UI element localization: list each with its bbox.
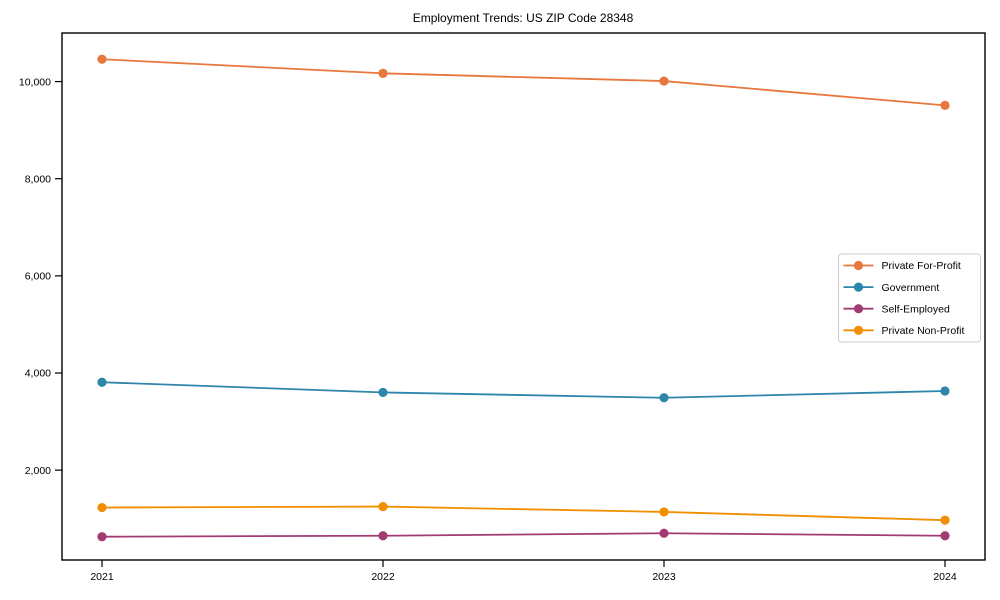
series-private-non-profit: [97, 501, 950, 525]
series-government: [97, 377, 950, 403]
data-point-private-non-profit: [659, 507, 669, 517]
series-self-employed: [97, 528, 950, 542]
y-tick-label: 2,000: [25, 465, 51, 477]
legend-label: Private For-Profit: [882, 260, 961, 272]
data-point-self-employed: [659, 528, 669, 538]
legend: Private For-Profit Government Self-Employe…: [838, 253, 981, 343]
series-line-private-for-profit: [101, 58, 946, 107]
legend-label: Private Non-Profit: [882, 325, 965, 337]
data-point-government: [378, 387, 388, 398]
legend-marker: [853, 325, 864, 335]
data-point-private-for-profit: [378, 68, 388, 78]
data-point-private-for-profit: [940, 100, 950, 110]
data-point-government: [659, 393, 669, 403]
legend-marker: [853, 260, 864, 271]
legend-entry-government: Government: [843, 282, 940, 294]
legend-label: Government: [882, 282, 940, 294]
series-private-for-profit: [97, 54, 950, 110]
data-point-private-non-profit: [97, 502, 107, 513]
legend-box: [838, 253, 981, 343]
y-tick-label: 8,000: [25, 173, 51, 185]
legend-entry-private-for-profit: Private For-Profit: [843, 260, 961, 272]
data-point-private-for-profit: [659, 76, 669, 86]
data-point-government: [97, 377, 107, 387]
data-point-government: [940, 386, 950, 396]
y-tick-label: 4,000: [25, 368, 51, 380]
y-tick-label: 6,000: [25, 271, 51, 283]
series-line-government: [101, 381, 946, 399]
chart-title: Employment Trends: US ZIP Code 28348: [413, 11, 634, 25]
data-point-private-non-profit: [378, 501, 388, 512]
legend-label: Self-Employed: [882, 303, 950, 315]
legend-entry-private-non-profit: Private Non-Profit: [843, 325, 965, 337]
plot-frame: [61, 32, 986, 561]
x-tick-label: 2023: [652, 571, 676, 583]
data-point-self-employed: [940, 531, 950, 541]
data-point-self-employed: [97, 532, 107, 542]
series-line-self-employed: [101, 532, 946, 538]
legend-marker: [853, 304, 864, 314]
x-tick-label: 2022: [371, 571, 395, 583]
series-line-private-non-profit: [101, 505, 946, 522]
data-point-private-for-profit: [97, 54, 107, 64]
y-axis: 2,000 4,000 6,000 8,000 10,000: [19, 76, 62, 477]
legend-marker: [853, 282, 864, 292]
y-tick-label: 10,000: [19, 76, 51, 88]
x-tick-label: 2024: [933, 571, 957, 583]
x-tick-label: 2021: [90, 571, 114, 583]
legend-entry-self-employed: Self-Employed: [843, 303, 950, 315]
data-point-self-employed: [378, 531, 388, 541]
x-axis: 2021 2022 2023 2024: [90, 560, 957, 583]
data-point-private-non-profit: [940, 515, 950, 525]
